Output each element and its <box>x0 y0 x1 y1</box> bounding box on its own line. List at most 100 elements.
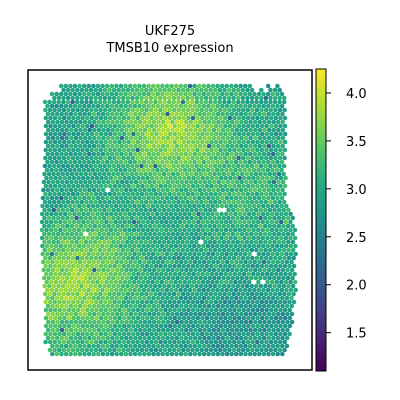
spot <box>188 135 194 141</box>
spot <box>184 127 189 133</box>
spot <box>221 179 226 185</box>
spot <box>62 227 68 233</box>
spot <box>204 307 210 313</box>
spot <box>98 299 104 305</box>
spot <box>287 299 292 305</box>
spot <box>262 223 268 229</box>
spot <box>63 195 69 201</box>
spot <box>155 91 161 97</box>
spot <box>110 143 115 149</box>
spot <box>103 263 108 269</box>
spot <box>111 231 116 237</box>
spot <box>109 287 114 293</box>
spot <box>247 251 252 257</box>
spot <box>56 191 62 197</box>
spot <box>143 163 149 169</box>
spot <box>259 323 265 329</box>
spot <box>261 203 266 209</box>
spot <box>67 211 73 217</box>
spot <box>58 219 63 225</box>
spot <box>108 227 114 233</box>
spot <box>59 295 64 301</box>
spot <box>98 95 103 101</box>
spot <box>110 327 115 333</box>
spot <box>237 219 243 225</box>
spot <box>42 163 48 169</box>
spot <box>153 99 158 105</box>
spot <box>177 175 183 181</box>
spot <box>284 259 290 265</box>
spot <box>91 335 97 341</box>
spot <box>44 219 49 225</box>
spot <box>54 335 60 341</box>
spot <box>119 327 125 333</box>
spot <box>134 215 139 221</box>
spot <box>52 255 57 261</box>
spot <box>110 187 115 193</box>
spot <box>166 215 171 221</box>
spot <box>274 235 279 241</box>
spot <box>251 175 256 181</box>
spot <box>174 351 179 357</box>
spot <box>51 275 56 281</box>
spot <box>59 187 65 193</box>
spot <box>241 139 246 145</box>
spot <box>176 95 181 101</box>
spot <box>61 331 67 337</box>
spot <box>229 159 234 165</box>
spot <box>50 311 56 317</box>
spot <box>140 271 146 277</box>
spot <box>91 259 97 265</box>
spot <box>277 191 283 197</box>
spot <box>201 159 207 165</box>
spot <box>89 123 95 129</box>
spot <box>164 103 170 109</box>
spot <box>126 307 131 313</box>
spot <box>287 263 292 269</box>
colorbar <box>315 68 327 372</box>
spot <box>98 255 103 261</box>
spot <box>245 299 251 305</box>
spot <box>83 275 88 281</box>
spot <box>210 103 216 109</box>
spot <box>169 195 174 201</box>
spot <box>274 167 280 173</box>
spot <box>185 255 191 261</box>
spot <box>52 299 58 305</box>
spot <box>227 139 233 145</box>
spot <box>184 207 190 213</box>
spot <box>215 187 221 193</box>
spot <box>213 347 218 353</box>
spot <box>47 255 53 261</box>
spot <box>235 223 240 229</box>
spot <box>279 159 285 165</box>
spot <box>121 263 127 269</box>
spot <box>190 107 195 113</box>
spot <box>122 235 128 241</box>
spot <box>175 283 181 289</box>
spot <box>210 235 215 241</box>
spot <box>109 83 115 89</box>
spot <box>257 135 263 141</box>
spot <box>192 203 197 209</box>
spot <box>180 223 185 229</box>
spot <box>169 251 174 257</box>
spot <box>160 119 166 125</box>
spot <box>94 115 99 121</box>
spot <box>77 151 83 157</box>
spot <box>140 227 146 233</box>
spot <box>43 255 48 261</box>
spot <box>237 211 243 217</box>
spot <box>187 167 192 173</box>
spot <box>263 255 269 261</box>
spot <box>39 235 45 241</box>
spot <box>266 295 271 301</box>
spot <box>281 247 287 253</box>
spot <box>49 279 54 285</box>
spot <box>106 247 112 253</box>
spot <box>279 279 284 285</box>
spot <box>66 155 71 161</box>
spot <box>118 195 124 201</box>
spot <box>223 307 228 313</box>
spot <box>87 327 92 333</box>
